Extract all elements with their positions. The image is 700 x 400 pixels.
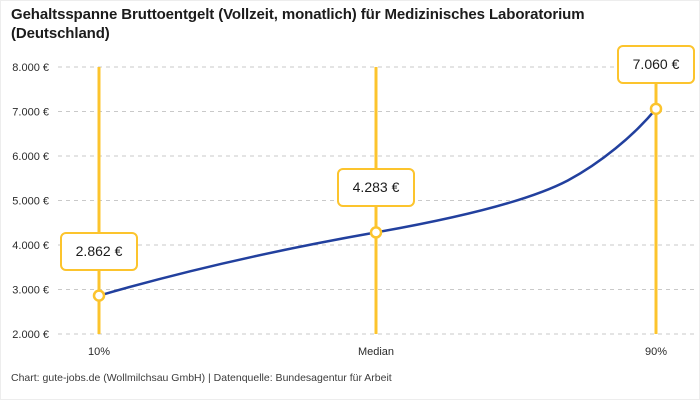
y-axis-tick-label: 7.000 € [12,107,49,119]
y-axis-tick-label: 3.000 € [12,285,49,297]
salary-curve [97,107,658,297]
chart-source-attribution: Chart: gute-jobs.de (Wollmilchsau GmbH) … [11,372,392,384]
x-axis-tick-label: 10% [88,346,110,358]
y-axis-tick-label: 6.000 € [12,151,49,163]
data-point-marker [92,289,106,302]
y-axis-tick-label: 5.000 € [12,196,49,208]
data-point-marker [369,226,383,239]
x-axis-tick-label: 90% [645,346,667,358]
value-label-box: 2.862 € [60,231,138,271]
chart-title: Gehaltsspanne Bruttoentgelt (Vollzeit, m… [11,6,585,43]
data-point-marker [649,102,663,116]
y-axis-tick-label: 8.000 € [12,62,49,74]
value-label-box: 7.060 € [617,44,695,84]
value-label-box: 4.283 € [337,168,415,208]
y-axis-tick-label: 2.000 € [12,329,49,341]
y-axis-tick-label: 4.000 € [12,240,49,252]
x-axis-tick-label: Median [358,346,394,358]
